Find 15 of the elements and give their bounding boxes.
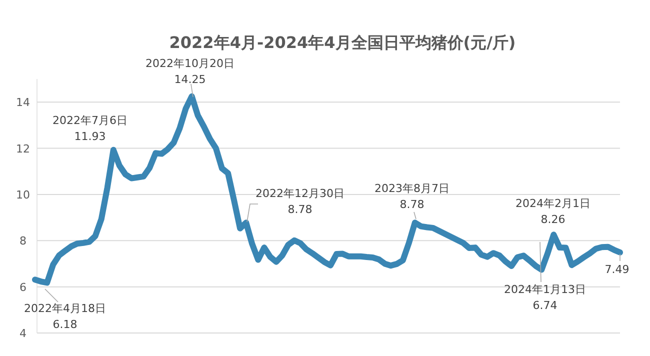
- y-tick-label: 10: [16, 188, 30, 202]
- annotation: 2024年1月13日 6.74: [504, 283, 586, 312]
- annotation: 2022年4月18日 6.18: [24, 302, 106, 331]
- annotation: 2022年7月6日 11.93: [52, 114, 128, 143]
- y-tick-label: 8: [20, 234, 26, 248]
- y-tick-label: 6: [20, 280, 26, 294]
- annotation: 2022年12月30日 8.78: [256, 187, 344, 216]
- annotation: 7.49: [604, 263, 630, 276]
- annotation: 2023年8月7日 8.78: [374, 182, 450, 211]
- chart-title: 2022年4月-2024年4月全国日平均猪价(元/斤): [169, 33, 516, 52]
- y-tick-label: 14: [16, 96, 30, 110]
- annotation: 2024年2月1日 8.26: [516, 197, 590, 226]
- y-tick-label: 12: [16, 142, 30, 156]
- y-tick-label: 4: [20, 327, 26, 340]
- annotation: 2022年10月20日 14.25: [146, 57, 234, 86]
